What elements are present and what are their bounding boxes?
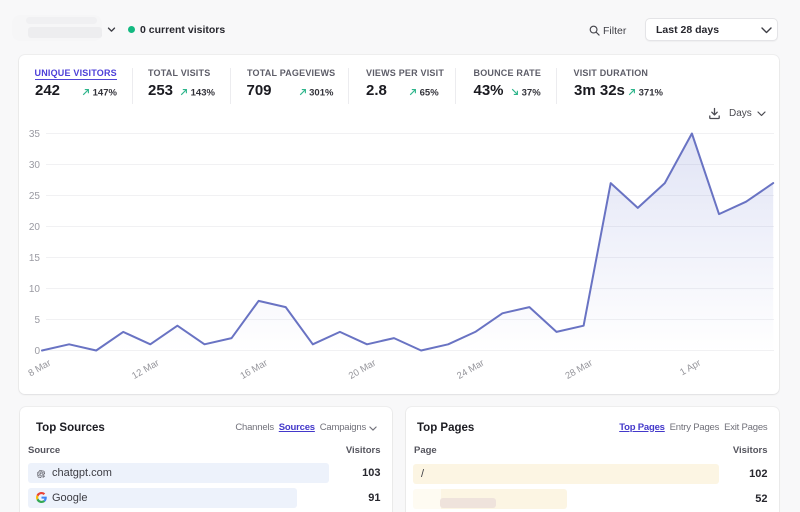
svg-text:16 Mar: 16 Mar: [238, 358, 269, 382]
svg-text:24 Mar: 24 Mar: [455, 358, 486, 382]
svg-text:30: 30: [29, 160, 41, 171]
svg-text:10: 10: [29, 284, 41, 295]
svg-text:20 Mar: 20 Mar: [347, 358, 378, 382]
svg-text:8 Mar: 8 Mar: [26, 358, 53, 380]
svg-text:25: 25: [29, 191, 41, 202]
svg-text:20: 20: [29, 222, 41, 233]
svg-text:5: 5: [34, 315, 40, 326]
svg-text:1 Apr: 1 Apr: [678, 358, 703, 379]
svg-text:28 Mar: 28 Mar: [563, 358, 594, 382]
svg-text:35: 35: [29, 129, 41, 140]
svg-text:0: 0: [34, 346, 40, 357]
svg-text:12 Mar: 12 Mar: [130, 358, 161, 382]
svg-text:15: 15: [29, 253, 41, 264]
